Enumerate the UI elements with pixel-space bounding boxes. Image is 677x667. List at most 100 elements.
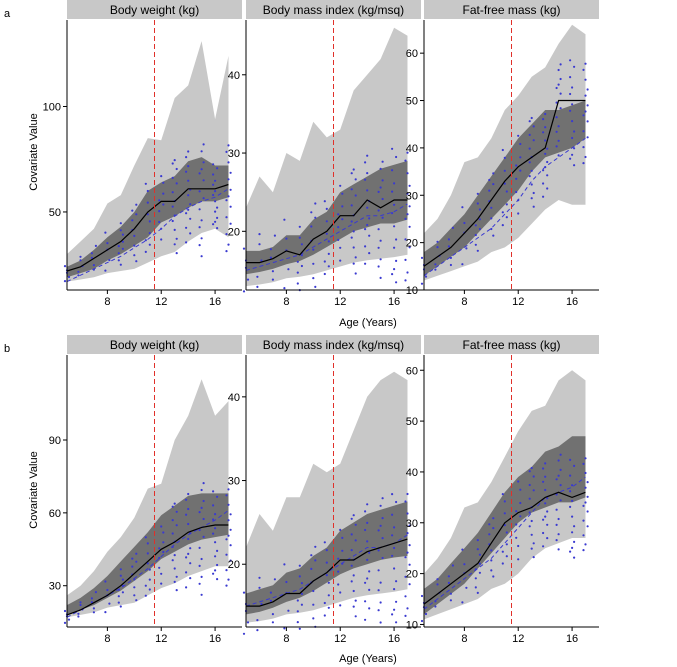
observed-point <box>214 179 217 182</box>
observed-point <box>185 498 188 501</box>
observed-point <box>420 594 424 598</box>
observed-point <box>490 217 493 220</box>
observed-point <box>258 243 261 246</box>
observed-point <box>584 471 587 475</box>
observed-point <box>530 183 533 186</box>
observed-point <box>528 511 531 514</box>
observed-point <box>323 200 326 203</box>
prediction-interval-90 <box>246 27 408 287</box>
observed-points-group <box>63 143 232 283</box>
observed-point <box>555 493 558 496</box>
observed-point <box>530 519 533 523</box>
observed-point <box>476 192 479 195</box>
observed-point <box>225 584 228 587</box>
observed-point <box>582 549 585 552</box>
observed-point <box>298 564 301 567</box>
observed-point <box>242 632 246 635</box>
observed-point <box>519 501 522 505</box>
y-tick-label: 20 <box>228 559 240 571</box>
observed-point <box>104 231 107 234</box>
observed-point <box>198 510 201 514</box>
observed-point <box>379 258 382 261</box>
observed-point <box>171 519 174 522</box>
observed-point <box>449 592 452 595</box>
observed-point <box>352 168 355 171</box>
observed-point <box>586 510 589 513</box>
observed-point <box>571 153 574 156</box>
observed-point <box>391 273 394 276</box>
observed-point <box>584 155 587 159</box>
observed-point <box>559 453 562 456</box>
observed-point <box>327 581 330 584</box>
observed-point <box>212 183 215 186</box>
panel-a-2: Body mass index (kg/msq) 8 12 16 20 30 40 <box>228 0 421 308</box>
observed-point <box>555 86 558 90</box>
prediction-interval-90 <box>67 41 229 282</box>
chart-panels: Body weight (kg) 8 12 16 50 100 Body mass inde… <box>43 0 599 645</box>
observed-point <box>144 250 147 253</box>
panel-label-a: a <box>4 8 11 20</box>
observed-point <box>505 531 508 534</box>
observed-point <box>573 540 576 544</box>
observed-point <box>408 524 411 527</box>
observed-point <box>377 549 380 552</box>
observed-point <box>312 262 315 265</box>
observed-point <box>185 556 188 559</box>
observed-point <box>573 130 576 133</box>
observed-point <box>519 515 522 518</box>
observed-point <box>557 548 560 551</box>
observed-point <box>314 216 317 219</box>
observed-point <box>300 582 303 585</box>
observed-point <box>571 546 574 550</box>
observed-point <box>377 228 380 231</box>
observed-point <box>559 499 562 502</box>
observed-point <box>515 536 518 539</box>
observed-point <box>117 245 120 248</box>
observed-point <box>300 603 303 606</box>
observed-point <box>393 182 396 185</box>
observed-point <box>175 575 178 578</box>
observed-point <box>146 201 149 204</box>
observed-point <box>377 529 380 532</box>
observed-point <box>117 601 120 604</box>
observed-point <box>571 531 574 534</box>
observed-point <box>171 162 174 165</box>
observed-point <box>573 464 576 467</box>
observed-point <box>135 203 138 206</box>
observed-point <box>528 161 531 164</box>
observed-point <box>542 118 545 121</box>
observed-point <box>503 512 506 515</box>
observed-point <box>364 528 367 532</box>
observed-point <box>258 576 261 579</box>
y-tick-label: 40 <box>228 392 240 404</box>
observed-point <box>478 208 481 211</box>
observed-point <box>505 190 508 193</box>
observed-point <box>298 627 301 630</box>
observed-point <box>555 478 558 481</box>
observed-point <box>271 270 274 273</box>
observed-point <box>79 603 82 607</box>
observed-point <box>131 219 134 222</box>
observed-point <box>285 580 288 584</box>
observed-point <box>569 550 572 553</box>
observed-point <box>573 65 576 68</box>
observed-point <box>368 217 371 220</box>
observed-point <box>517 480 520 483</box>
prediction-interval-90 <box>67 379 229 618</box>
observed-point <box>339 591 342 594</box>
observed-point <box>200 506 203 509</box>
observed-point <box>216 495 219 498</box>
observed-point <box>379 276 382 279</box>
observed-point <box>158 547 161 550</box>
observed-point <box>391 554 394 557</box>
observed-point <box>528 147 531 150</box>
observed-point <box>133 244 136 247</box>
observed-point <box>530 169 533 172</box>
panel-strip <box>424 0 599 19</box>
observed-point <box>582 68 585 71</box>
observed-point <box>404 500 407 503</box>
observed-point <box>160 572 163 575</box>
observed-point <box>350 172 353 175</box>
observed-point <box>354 599 357 602</box>
observed-point <box>227 534 230 537</box>
